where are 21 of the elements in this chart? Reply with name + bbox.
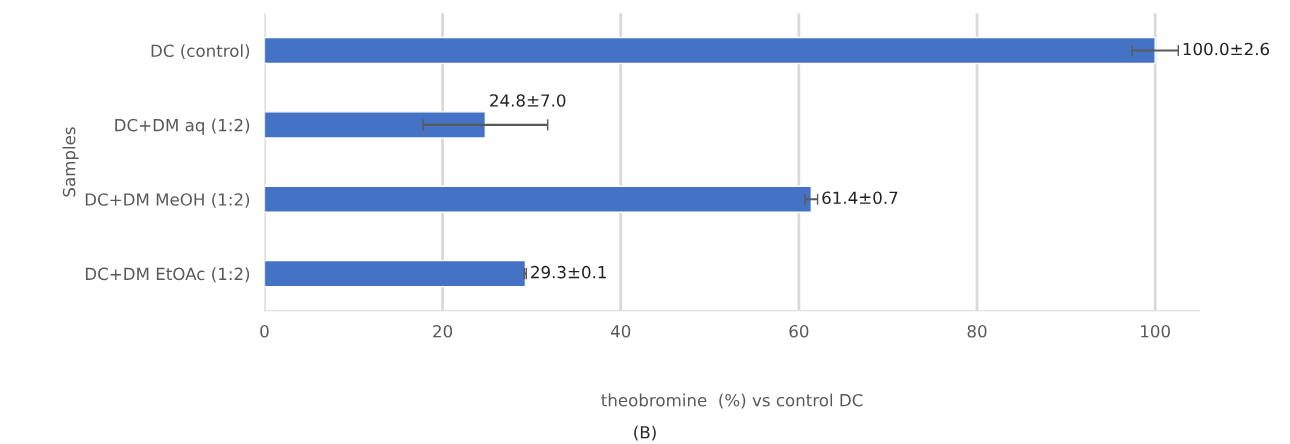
y-axis-title: Samples	[62, 127, 79, 197]
data-label: 29.3±0.1	[531, 265, 606, 279]
x-tick-label: 20	[433, 324, 453, 338]
x-tick-label: 60	[789, 324, 809, 338]
y-tick-label: DC+DM EtOAc (1:2)	[85, 267, 250, 283]
x-tick-label: 80	[967, 324, 987, 338]
x-tick-label: 100	[1141, 324, 1170, 338]
bar	[264, 36, 1156, 65]
data-label: 61.4±0.7	[822, 191, 898, 205]
bar	[264, 185, 813, 213]
x-tick-label: 40	[610, 324, 631, 338]
bar	[264, 259, 527, 288]
y-tick-label: DC+DM MeOH (1:2)	[85, 192, 250, 208]
data-label: 24.8±7.0	[490, 94, 566, 107]
bar	[264, 111, 487, 139]
x-axis-title: theobromine (%) vs control DC	[601, 393, 863, 409]
y-tick-label: DC+DM aq (1:2)	[115, 118, 250, 135]
x-tick-label: 0	[260, 324, 269, 338]
text: (B)	[634, 425, 656, 441]
data-label: 100.0±2.6	[1183, 42, 1270, 56]
y-tick-label: DC (control)	[151, 44, 250, 60]
